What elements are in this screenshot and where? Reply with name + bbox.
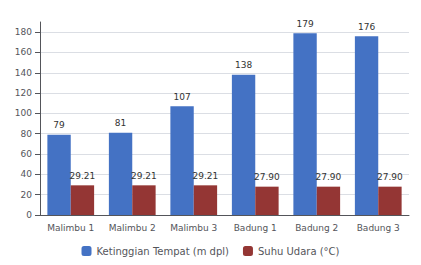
svg-text:179: 179 <box>296 19 313 29</box>
svg-text:160: 160 <box>15 47 32 57</box>
svg-text:29.21: 29.21 <box>131 171 157 181</box>
svg-text:Malimbu 1: Malimbu 1 <box>47 223 94 233</box>
svg-text:0: 0 <box>26 210 32 220</box>
svg-text:Malimbu 3: Malimbu 3 <box>170 223 217 233</box>
svg-text:79: 79 <box>53 120 65 130</box>
svg-text:Suhu Udara (°C): Suhu Udara (°C) <box>258 246 340 257</box>
svg-text:29.21: 29.21 <box>193 171 219 181</box>
svg-text:Badung 2: Badung 2 <box>295 223 338 233</box>
svg-text:Badung 3: Badung 3 <box>357 223 400 233</box>
svg-text:Badung 1: Badung 1 <box>234 223 277 233</box>
svg-text:120: 120 <box>15 88 32 98</box>
svg-text:20: 20 <box>21 190 33 200</box>
svg-text:107: 107 <box>173 92 190 102</box>
svg-text:180: 180 <box>15 27 32 37</box>
svg-text:Malimbu 2: Malimbu 2 <box>109 223 156 233</box>
svg-text:27.90: 27.90 <box>316 172 342 182</box>
svg-text:29.21: 29.21 <box>70 171 96 181</box>
svg-text:176: 176 <box>358 22 375 32</box>
svg-text:80: 80 <box>21 129 33 139</box>
svg-text:100: 100 <box>15 108 32 118</box>
svg-text:Ketinggian Tempat (m dpl): Ketinggian Tempat (m dpl) <box>97 246 230 257</box>
svg-text:60: 60 <box>21 149 33 159</box>
svg-text:27.90: 27.90 <box>254 172 280 182</box>
svg-text:27.90: 27.90 <box>377 172 403 182</box>
svg-text:81: 81 <box>115 118 126 128</box>
svg-text:140: 140 <box>15 68 32 78</box>
svg-text:138: 138 <box>235 60 252 70</box>
svg-text:40: 40 <box>21 169 33 179</box>
